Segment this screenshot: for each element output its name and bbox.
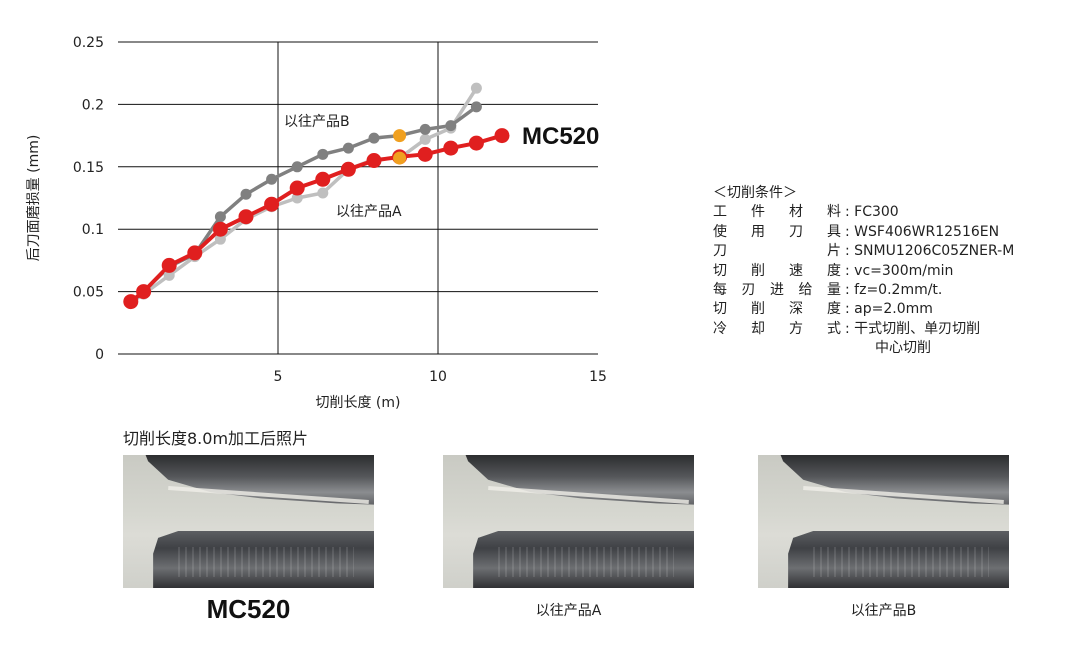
condition-row: 每刃进给量: fz=0.2mm/t. [713,281,1014,300]
series-label-a: 以往产品A [336,204,402,220]
y-tick-label: 0.2 [82,97,104,113]
data-point [266,173,278,185]
wear-chart: 0 0.05 0.1 0.15 0.2 0.25 5 10 15 切削长度 (m) 后刀面磨损… [26,35,607,411]
data-point [187,245,203,261]
photo-label-product-b: 以往产品B [850,603,917,619]
data-point [443,140,459,156]
data-point [315,171,331,187]
data-point [470,101,482,113]
series-line [129,133,503,304]
data-point [161,257,177,273]
data-point [417,146,433,162]
y-tick-label: 0.25 [73,35,104,51]
x-axis-ticks: 5 10 15 [274,369,607,385]
y-axis-label: 后刀面磨损量 (mm) [26,135,42,262]
data-point [366,153,382,169]
data-point [368,132,380,144]
highlight-point [393,151,407,165]
condition-value: : vc=300m/min [845,262,954,279]
conditions-rows: 工件材料: FC300 使用刀具: WSF406WR12516EN 刀片: SNMU… [713,203,1014,339]
condition-key: 切削速度 [713,262,841,279]
condition-row: 冷却方式: 干式切削、单刃切削 [713,320,1014,339]
x-axis-label: 切削长度 (m) [315,395,400,411]
photo-label-mc520: MC520 [206,594,291,624]
condition-row: 切削深度: ap=2.0mm [713,300,1014,319]
data-point [214,233,226,245]
series-label-b: 以往产品B [284,114,350,130]
series-label-mc520: MC520 [522,123,599,150]
chart-grid [118,41,598,355]
condition-key: 工件材料 [713,204,841,221]
condition-row: 工件材料: FC300 [713,203,1014,222]
y-tick-label: 0.05 [73,285,104,301]
data-point [291,161,303,173]
data-point [470,82,482,94]
data-point [238,209,254,225]
condition-value: : ap=2.0mm [845,301,933,318]
data-point [317,187,329,199]
data-point [468,135,484,151]
photo-mc520 [123,455,374,588]
data-point [136,284,152,300]
data-point [445,120,457,132]
highlight-point [393,129,407,143]
photo-caption: 切削长度8.0m加工后照片 [123,429,309,448]
data-point [340,161,356,177]
x-tick-label: 15 [589,369,607,385]
data-point [419,123,431,135]
conditions-continuation: 中心切削 [875,340,931,357]
data-point [212,221,228,237]
condition-key: 切削深度 [713,301,841,318]
x-tick-label: 10 [429,369,447,385]
data-point [240,188,252,200]
data-point [419,133,431,145]
x-tick-label: 5 [274,369,283,385]
condition-value: : fz=0.2mm/t. [845,282,943,299]
conditions-title: ＜切削条件＞ [713,185,797,201]
condition-key: 刀片 [713,243,841,260]
condition-value: : 干式切削、单刃切削 [845,320,981,337]
chart-series [123,82,510,310]
condition-key: 使用刀具 [713,223,841,240]
condition-value: : SNMU1206C05ZNER-M [845,243,1015,260]
condition-value: : WSF406WR12516EN [845,223,1000,240]
condition-row: 刀片: SNMU1206C05ZNER-M [713,242,1014,261]
data-point [291,192,303,204]
y-tick-label: 0 [95,347,104,363]
condition-key: 冷却方式 [713,320,841,337]
condition-row: 切削速度: vc=300m/min [713,262,1014,281]
data-point [123,294,139,310]
photo-label-product-a: 以往产品A [535,603,602,619]
photo-product-b [758,455,1009,588]
data-point [342,142,354,154]
data-point [289,180,305,196]
data-point [264,196,280,212]
y-tick-label: 0.15 [73,160,104,176]
condition-row: 使用刀具: WSF406WR12516EN [713,223,1014,242]
condition-value: : FC300 [845,204,899,221]
y-tick-label: 0.1 [82,222,104,238]
data-point [163,269,175,281]
photo-product-a [443,455,694,588]
cutting-conditions: ＜切削条件＞ 工件材料: FC300 使用刀具: WSF406WR12516EN 刀… [713,184,1014,359]
y-axis-ticks: 0 0.05 0.1 0.15 0.2 0.25 [73,35,104,363]
data-point [317,148,329,160]
condition-key: 每刃进给量 [713,282,841,299]
data-point [214,211,226,223]
data-point [494,128,510,144]
